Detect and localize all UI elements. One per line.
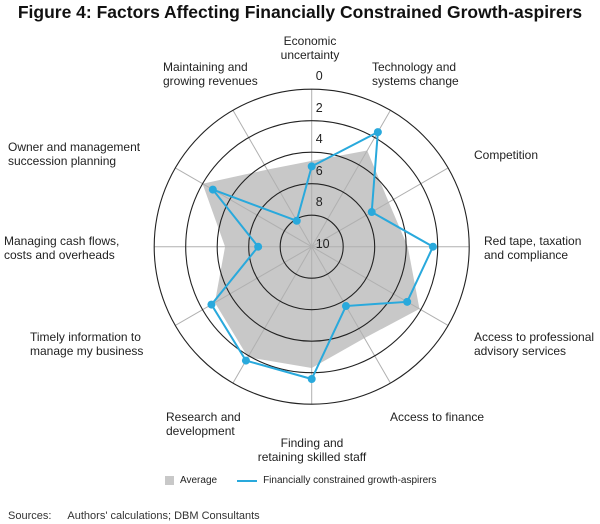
ring-6 bbox=[248, 183, 376, 311]
radial-tick-6: 6 bbox=[315, 163, 323, 178]
sources-label: Sources: bbox=[8, 510, 52, 522]
spoke-10 bbox=[175, 167, 312, 248]
category-label-10: Owner and management succession planning bbox=[8, 140, 141, 168]
constrained-point-8 bbox=[207, 300, 216, 309]
constrained-point-1 bbox=[373, 128, 382, 137]
constrained-point-10 bbox=[208, 185, 217, 194]
legend: Average Financially constrained growth-a… bbox=[165, 475, 437, 486]
legend-swatch-average bbox=[165, 476, 174, 485]
category-label-5: Access to finance bbox=[390, 410, 485, 424]
constrained-point-4 bbox=[403, 297, 412, 306]
legend-label-constrained: Financially constrained growth-aspirers bbox=[263, 475, 437, 486]
category-label-11: Maintaining and growing revenues bbox=[163, 60, 258, 88]
ring-4 bbox=[216, 151, 407, 342]
ring-0 bbox=[153, 88, 470, 405]
spoke-4 bbox=[311, 246, 449, 326]
radial-tick-0: 0 bbox=[315, 69, 323, 84]
constrained-point-9 bbox=[254, 242, 263, 251]
sources-text: Authors' calculations; DBM Consultants bbox=[67, 510, 260, 522]
category-label-1: Technology and systems change bbox=[372, 60, 459, 88]
chart-title: Figure 4: Factors Affecting Financially … bbox=[17, 2, 583, 22]
constrained-point-3 bbox=[428, 242, 437, 251]
category-label-4: Access to professional advisory services bbox=[474, 330, 595, 358]
radial-tick-10: 10 bbox=[315, 236, 330, 251]
spoke-8 bbox=[175, 246, 312, 326]
constrained-point-5 bbox=[341, 302, 350, 311]
legend-label-average: Average bbox=[180, 475, 218, 486]
category-label-7: Research and development bbox=[166, 410, 241, 438]
spoke-2 bbox=[311, 167, 449, 248]
ring-8 bbox=[279, 214, 344, 279]
constrained-point-7 bbox=[241, 356, 250, 365]
constrained-point-11 bbox=[292, 216, 301, 225]
category-label-0: Economic uncertainty bbox=[280, 34, 340, 62]
constrained-point-2 bbox=[367, 208, 376, 217]
radial-tick-8: 8 bbox=[315, 195, 323, 210]
radial-tick-4: 4 bbox=[315, 132, 323, 147]
ring-2 bbox=[185, 120, 439, 374]
spoke-5 bbox=[311, 246, 391, 384]
legend-swatch-constrained bbox=[237, 479, 258, 482]
category-label-9: Managing cash flows, costs and overheads bbox=[4, 234, 120, 262]
category-label-8: Timely information to manage my business bbox=[30, 330, 144, 358]
category-label-3: Red tape, taxation and compliance bbox=[484, 234, 582, 262]
sources-note: Sources: Authors' calculations; DBM Consu… bbox=[8, 510, 260, 522]
category-label-6: Finding and retaining skilled staff bbox=[257, 436, 367, 464]
constrained-point-0 bbox=[307, 162, 316, 171]
constrained-point-6 bbox=[307, 375, 316, 383]
radial-tick-2: 2 bbox=[315, 100, 323, 115]
category-label-2: Competition bbox=[474, 148, 539, 162]
